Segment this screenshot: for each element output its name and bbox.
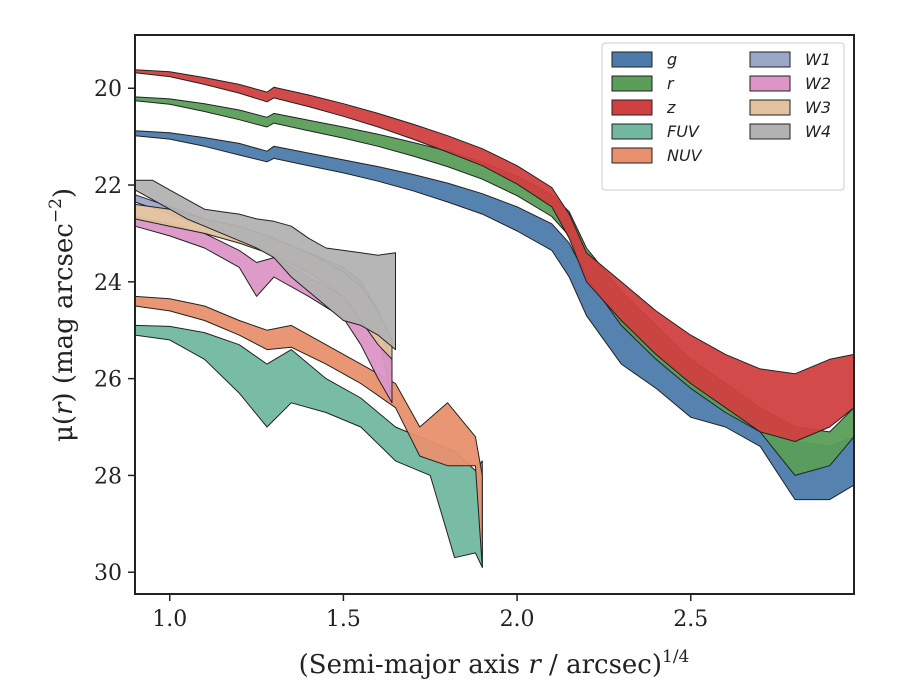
- y-axis-label: μ(r) (mag arcsec−2): [46, 188, 79, 442]
- y-tick-label: 24: [94, 271, 122, 296]
- legend-label-w4: W4: [805, 122, 831, 141]
- legend-swatch-r: [611, 75, 653, 92]
- band-w4: [134, 179, 396, 351]
- legend: grz FUV NUV W1 W2 W3 W4: [601, 42, 845, 191]
- legend-swatch-w2: [749, 75, 791, 92]
- band-nuv: [134, 295, 483, 568]
- legend-swatch-nuv: [611, 147, 653, 164]
- y-tick-label: 30: [94, 561, 122, 586]
- y-tick-label: 26: [94, 368, 122, 393]
- legend-label-r: r: [667, 74, 675, 93]
- profile-bands: [134, 69, 855, 568]
- legend-entries: grz FUV NUV W1 W2 W3 W4: [611, 50, 831, 165]
- x-axis-label: (Semi-major axis r / arcsec)1/4: [299, 647, 690, 680]
- legend-swatch-z: [611, 99, 653, 116]
- legend-swatch-g: [611, 51, 653, 68]
- legend-label-w3: W3: [805, 98, 831, 117]
- legend-swatch-w4: [749, 123, 791, 140]
- legend-label-fuv: FUV: [667, 122, 700, 141]
- plot-frame: [134, 34, 855, 595]
- y-axis-ticks: 20 22 24 26 28 30: [94, 77, 135, 586]
- legend-label-w2: W2: [805, 74, 831, 93]
- x-tick-label: 1.5: [326, 607, 361, 632]
- legend-label-z: z: [666, 98, 676, 117]
- x-tick-label: 1.0: [152, 607, 187, 632]
- y-tick-label: 22: [94, 174, 122, 199]
- legend-label-g: g: [667, 50, 677, 69]
- x-tick-label: 2.5: [673, 607, 708, 632]
- legend-label-w1: W1: [805, 50, 831, 69]
- legend-swatch-w3: [749, 99, 791, 116]
- y-tick-label: 20: [94, 77, 122, 102]
- legend-swatch-fuv: [611, 123, 653, 140]
- x-tick-label: 2.0: [500, 607, 535, 632]
- y-tick-label: 28: [94, 464, 122, 489]
- legend-swatch-w1: [749, 51, 791, 68]
- legend-label-nuv: NUV: [667, 146, 703, 165]
- x-axis-ticks: 1.0 1.5 2.0 2.5: [152, 594, 708, 632]
